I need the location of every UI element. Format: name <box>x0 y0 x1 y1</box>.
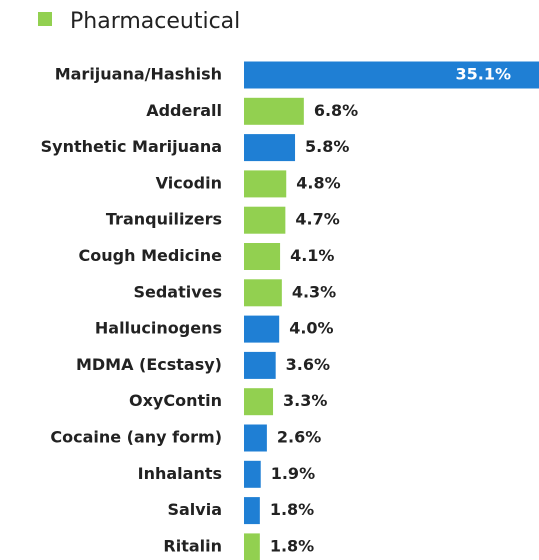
value-label: 2.6% <box>277 428 321 447</box>
category-label: MDMA (Ecstasy) <box>76 355 222 374</box>
bar <box>244 460 261 488</box>
value-label: 4.1% <box>290 246 334 265</box>
value-label: 4.3% <box>292 282 336 301</box>
value-label: 4.8% <box>296 173 340 192</box>
bar <box>244 279 282 307</box>
legend-label: Pharmaceutical <box>70 9 240 34</box>
bar <box>244 243 281 270</box>
bar <box>244 97 304 125</box>
bar <box>244 424 267 452</box>
category-label: Vicodin <box>156 173 222 192</box>
category-label: Sedatives <box>133 282 222 301</box>
bar <box>244 61 539 89</box>
category-label: Hallucinogens <box>95 319 222 338</box>
bar <box>244 170 287 198</box>
value-label: 1.8% <box>270 536 314 555</box>
value-label: 6.8% <box>314 101 358 120</box>
value-label: 1.9% <box>271 464 315 483</box>
category-label: Inhalants <box>138 464 222 483</box>
category-label: Synthetic Marijuana <box>41 137 222 156</box>
category-label: Salvia <box>167 500 222 519</box>
category-label: Adderall <box>146 101 222 120</box>
category-label: Cough Medicine <box>79 246 223 265</box>
bar <box>244 134 296 162</box>
bar <box>244 533 260 560</box>
legend-swatch <box>38 12 52 26</box>
category-label: Tranquilizers <box>106 210 222 229</box>
bar <box>244 206 286 234</box>
value-label: 35.1% <box>455 65 511 84</box>
value-label: 3.6% <box>286 355 330 374</box>
category-label: OxyContin <box>129 391 222 410</box>
bar <box>244 497 260 525</box>
bar <box>244 351 276 379</box>
value-label: 3.3% <box>283 391 327 410</box>
value-label: 5.8% <box>305 137 349 156</box>
value-label: 4.7% <box>295 210 339 229</box>
value-label: 4.0% <box>289 319 333 338</box>
value-label: 1.8% <box>270 500 314 519</box>
category-label: Ritalin <box>163 536 222 555</box>
category-label: Cocaine (any form) <box>50 428 222 447</box>
category-label: Marijuana/Hashish <box>55 65 222 84</box>
bar <box>244 315 280 343</box>
bar <box>244 388 274 416</box>
